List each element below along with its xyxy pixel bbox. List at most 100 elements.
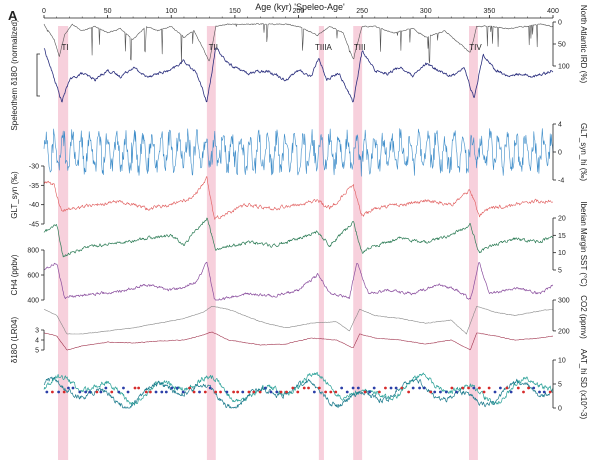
age-marker-dot	[164, 390, 168, 394]
age-marker-dot	[188, 386, 192, 390]
age-marker-dot	[258, 390, 262, 394]
age-marker-dot	[175, 386, 179, 390]
axis-title-speleo: Speleothem δ18O (normalized)	[10, 19, 19, 131]
y-tick-label: 5	[35, 348, 39, 355]
termination-band	[318, 26, 324, 460]
termination-label: TI	[62, 43, 69, 52]
age-marker-dot	[62, 390, 66, 394]
speleo-bracket	[36, 53, 40, 97]
x-tick-label: 50	[104, 8, 112, 15]
age-marker-dot	[219, 390, 222, 394]
x-tick-label: 350	[484, 8, 496, 15]
series-line-aat_hi	[43, 376, 554, 409]
age-marker-dot	[78, 390, 82, 394]
age-marker-dot	[144, 390, 148, 394]
age-marker-dot	[433, 390, 437, 394]
age-marker-dot	[411, 386, 415, 390]
age-marker-dot	[461, 386, 465, 390]
termination-band	[206, 26, 216, 460]
age-marker-dot	[478, 386, 481, 390]
y-tick-label: 15	[558, 233, 566, 240]
age-marker-dot	[50, 390, 54, 394]
age-marker-dot	[192, 390, 196, 394]
axis-title-aat_hi: AAT_hi SD (x10^-3)	[579, 349, 588, 420]
axis-title-sst: Iberian Margin SST (°C)	[579, 201, 588, 287]
y-tick-label: 200	[558, 328, 570, 335]
age-marker-dot	[122, 386, 125, 390]
age-marker-dot	[88, 390, 92, 394]
age-marker-dot	[548, 390, 552, 394]
age-marker-dot	[126, 390, 130, 394]
series-line-sst	[43, 217, 554, 258]
y-tick-label: 0	[558, 20, 562, 27]
age-marker-dot	[312, 390, 316, 394]
series-line-glt	[43, 176, 554, 220]
age-marker-dot	[340, 386, 344, 390]
y-tick-label: -4	[558, 178, 564, 185]
x-tick-label: 400	[547, 8, 559, 15]
y-tick-label: 20	[558, 216, 566, 223]
x-tick-label: 0	[42, 8, 46, 15]
series-line-ch4	[43, 261, 554, 301]
age-marker-dot	[57, 390, 61, 394]
y-tick-label: 300	[558, 298, 570, 305]
age-marker-dot	[493, 390, 497, 394]
age-marker-dot	[467, 386, 470, 390]
age-marker-dot	[368, 390, 371, 394]
x-tick-label: 250	[356, 8, 368, 15]
age-marker-dot	[522, 390, 525, 394]
age-marker-dot	[394, 386, 398, 390]
x-tick-label: 150	[229, 8, 241, 15]
y-tick-label: 10	[558, 358, 566, 365]
age-marker-dot	[117, 390, 121, 394]
age-marker-dot	[532, 386, 536, 390]
age-marker-dot	[472, 386, 476, 390]
y-tick-label: 10	[558, 250, 566, 257]
age-marker-dot	[372, 386, 376, 390]
age-marker-dot	[154, 390, 158, 394]
x-tick-label: 300	[420, 8, 432, 15]
y-tick-label: 600	[27, 273, 39, 280]
panel-letter: A	[8, 8, 18, 23]
age-marker-dot	[252, 390, 256, 394]
termination-label: TIII	[354, 43, 366, 52]
age-marker-dot	[307, 386, 310, 390]
age-marker-dot	[279, 390, 283, 394]
age-marker-dot	[203, 390, 207, 394]
age-marker-dot	[345, 390, 349, 394]
y-tick-label: 100	[558, 64, 570, 71]
age-marker-dot	[509, 390, 513, 394]
age-marker-dot	[487, 386, 491, 390]
y-tick-label: 0	[558, 406, 562, 413]
axis-title-glt: GLT_syn (‰)	[10, 171, 19, 219]
age-marker-dot	[377, 390, 381, 394]
age-marker-dot	[71, 386, 75, 390]
marker-dots	[45, 386, 552, 394]
age-marker-dot	[439, 390, 442, 394]
age-marker-dot	[181, 390, 185, 394]
y-tick-label: 4	[558, 122, 562, 129]
age-marker-dot	[67, 386, 70, 390]
age-marker-dot	[516, 386, 520, 390]
age-marker-dot	[285, 390, 288, 394]
axes: 0 50 100 150 200 250 300 350 400050100-404-30-35…	[27, 8, 569, 413]
age-marker-dot	[263, 386, 267, 390]
termination-band	[353, 26, 363, 460]
age-marker-dot	[498, 386, 502, 390]
termination-band	[469, 26, 478, 460]
age-marker-dot	[214, 390, 218, 394]
age-marker-dot	[407, 390, 411, 394]
series-line-glt_hi	[43, 128, 554, 177]
age-marker-dot	[317, 386, 321, 390]
y-tick-label: 400	[27, 298, 39, 305]
age-marker-dot	[444, 390, 448, 394]
age-marker-dot	[137, 386, 141, 390]
age-marker-dot	[133, 386, 137, 390]
termination-band	[57, 26, 69, 460]
age-marker-dot	[334, 390, 338, 394]
y-tick-label: 0	[558, 150, 562, 157]
age-marker-dot	[170, 386, 174, 390]
age-marker-dot	[110, 390, 114, 394]
age-marker-dot	[363, 390, 367, 394]
age-marker-dot	[482, 390, 486, 394]
